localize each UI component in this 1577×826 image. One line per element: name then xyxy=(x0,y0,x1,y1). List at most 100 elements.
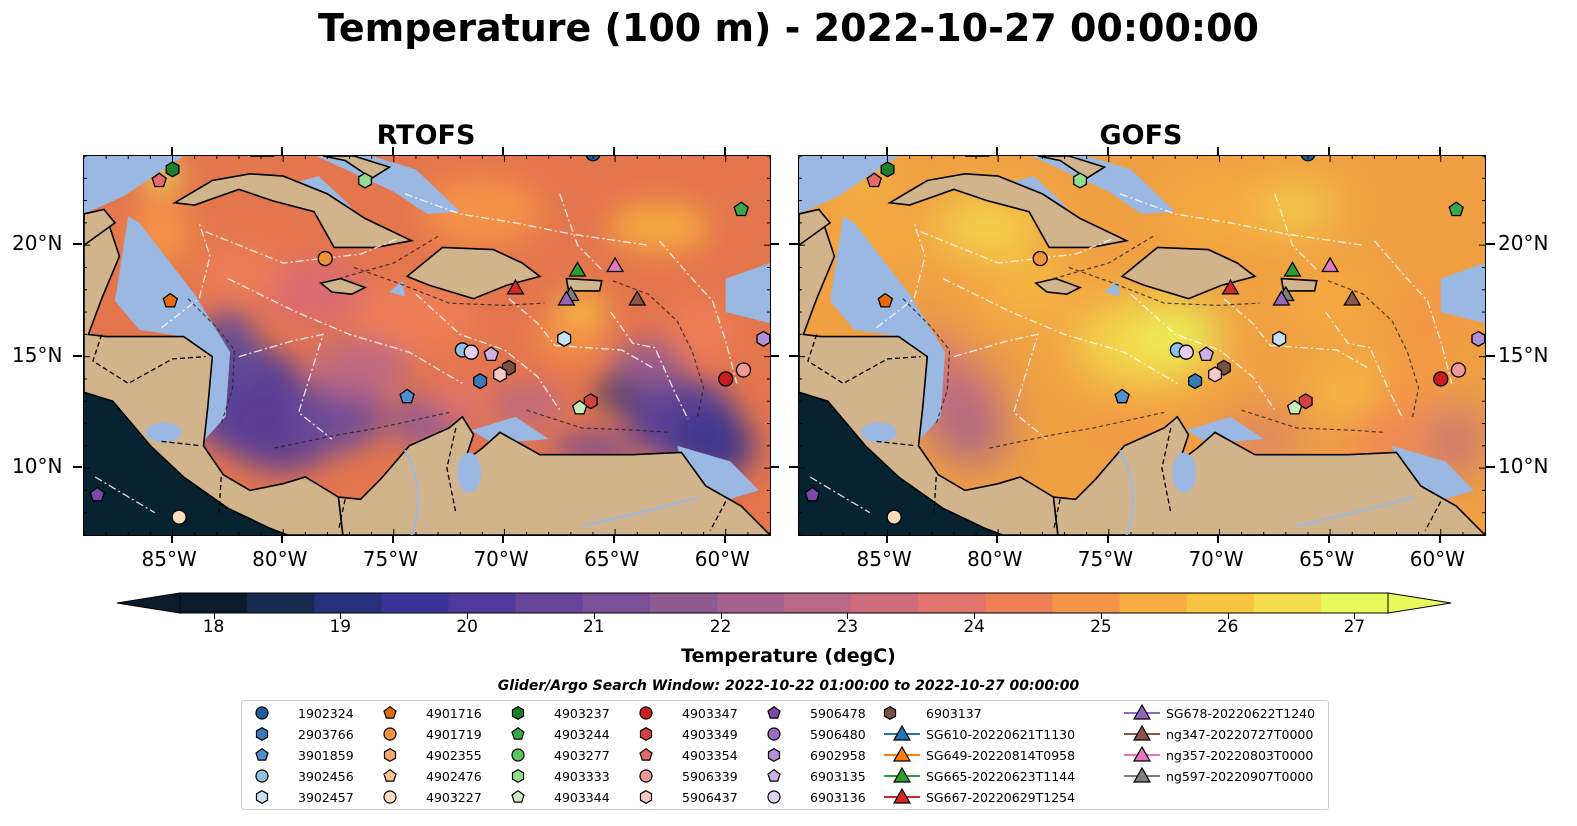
central-america-land xyxy=(84,208,344,535)
colorbar-extend-max xyxy=(1387,592,1452,614)
lon-tick-label: 80°W xyxy=(967,547,1023,571)
lon-major-tick xyxy=(502,147,505,155)
legend-item-label: 4903333 xyxy=(554,769,610,784)
colorbar-tick-label: 24 xyxy=(963,617,985,637)
marker-6902958 xyxy=(756,330,770,347)
south-america-land xyxy=(1052,415,1485,535)
jamaica-land xyxy=(1034,277,1083,296)
lake-nicaragua xyxy=(860,422,897,443)
hispaniola-land xyxy=(1120,246,1257,300)
legend-marker-pentagon xyxy=(511,789,525,803)
colorbar-tick xyxy=(1354,613,1356,619)
marker-2903766 xyxy=(473,373,488,390)
legend-item-label: 3902457 xyxy=(298,790,354,805)
lon-major-tick xyxy=(1106,535,1109,543)
legend-marker-circle xyxy=(255,706,269,720)
puerto-rico-land xyxy=(565,277,603,292)
legend-marker-circle xyxy=(767,790,781,804)
colorbar-tick-label: 26 xyxy=(1216,617,1239,637)
marker-5906339 xyxy=(735,362,752,378)
colorbar-tick-label: 19 xyxy=(329,617,352,637)
lat-major-tick xyxy=(1486,466,1495,469)
marker-ng357-20220803T0000 xyxy=(1321,256,1340,273)
colorbar-tick xyxy=(213,613,215,619)
marker-SG678-20220622T1240 xyxy=(1272,289,1291,306)
legend: 1902324 2903766 3901859 3902456 3902457 49017… xyxy=(241,700,1329,810)
legend-marker-circle xyxy=(767,727,781,741)
legend-item-label: 4902355 xyxy=(426,748,482,763)
lat-major-tick xyxy=(73,466,82,469)
legend-marker-triangle-line xyxy=(1124,725,1160,741)
legend-item-label: 6903135 xyxy=(810,769,866,784)
lat-major-tick xyxy=(1486,243,1495,246)
marker-SG665-20220623T1144 xyxy=(1283,261,1302,277)
marker-6903136 xyxy=(463,344,479,360)
marker-SG667-20220629T1254 xyxy=(506,278,525,295)
legend-item-label: SG610-20220621T1130 xyxy=(926,727,1076,742)
legend-item-label: 4903277 xyxy=(554,748,610,763)
colorbar-segment xyxy=(448,593,517,613)
colorbar xyxy=(116,592,1452,614)
legend-item-label: SG665-20220623T1144 xyxy=(926,769,1076,784)
lat-major-tick xyxy=(770,466,779,469)
legend-marker-hexagon xyxy=(511,769,525,783)
jamaica-land xyxy=(319,277,368,296)
lat-major-tick xyxy=(770,243,779,246)
map-panel-rtofs[interactable] xyxy=(83,155,771,536)
marker-3901859 xyxy=(1114,388,1130,404)
colorbar-segment xyxy=(381,593,449,613)
marker-4903349 xyxy=(1298,393,1313,410)
lat-tick-label-right: 15°N xyxy=(1498,342,1549,367)
legend-item-label: 6903137 xyxy=(926,706,982,721)
colorbar-tick xyxy=(340,613,342,619)
colorbar-tick xyxy=(720,613,722,619)
legend-item-label: ng357-20220803T0000 xyxy=(1166,748,1314,763)
lon-major-tick xyxy=(391,535,394,543)
legend-item-label: 6902958 xyxy=(810,748,866,763)
lon-major-tick xyxy=(885,147,888,155)
lat-major-tick xyxy=(1486,354,1495,357)
lon-major-tick xyxy=(1438,535,1441,543)
lon-major-tick xyxy=(170,535,173,543)
legend-marker-triangle-line xyxy=(884,746,920,762)
legend-item-label: 4903227 xyxy=(426,790,482,805)
lon-major-tick xyxy=(723,535,726,543)
map-panel-gofs[interactable] xyxy=(798,155,1486,536)
lat-tick-label-left: 15°N xyxy=(12,342,63,367)
marker-6903136 xyxy=(1178,344,1194,360)
lat-major-tick xyxy=(770,354,779,357)
marker-3902457 xyxy=(1272,330,1287,347)
legend-item-label: 1902324 xyxy=(298,706,354,721)
colorbar-tick-label: 23 xyxy=(836,617,859,637)
lon-tick-label: 75°W xyxy=(1077,547,1134,571)
south-america-land xyxy=(337,415,770,535)
lon-major-tick xyxy=(1328,535,1331,543)
legend-item-label: 4903244 xyxy=(554,727,610,742)
marker-ng357-20220803T0000 xyxy=(606,256,625,273)
legend-marker-pentagon xyxy=(511,726,525,740)
legend-marker-hexagon xyxy=(639,727,653,741)
colorbar-tick-label: 18 xyxy=(202,617,225,637)
lon-major-tick xyxy=(613,147,616,155)
legend-item-label: 5906437 xyxy=(682,790,738,805)
lat-tick-label-left: 20°N xyxy=(12,231,63,256)
legend-marker-triangle-line xyxy=(884,788,920,804)
legend-item-label: SG649-20220814T0958 xyxy=(926,748,1076,763)
legend-marker-pentagon xyxy=(639,747,653,761)
colorbar-tick-label: 22 xyxy=(709,617,732,637)
panel-title-rtofs: RTOFS xyxy=(376,120,476,151)
legend-item-label: 6903136 xyxy=(810,790,866,805)
colorbar-segment xyxy=(1052,593,1121,613)
marker-6903135 xyxy=(483,346,499,362)
marker-4903237 xyxy=(165,161,180,178)
map-gofs-canvas xyxy=(799,156,1485,535)
colorbar-segment xyxy=(985,593,1053,613)
colorbar-tick-label: 20 xyxy=(456,617,478,637)
lat-major-tick xyxy=(789,354,798,357)
marker-5906339 xyxy=(1450,362,1467,378)
yucatan-land xyxy=(84,208,117,247)
central-america-land xyxy=(799,208,1059,535)
lon-major-tick xyxy=(613,535,616,543)
marker-4903354 xyxy=(866,172,882,188)
figure-title: Temperature (100 m) - 2022-10-27 00:00:0… xyxy=(317,6,1259,50)
